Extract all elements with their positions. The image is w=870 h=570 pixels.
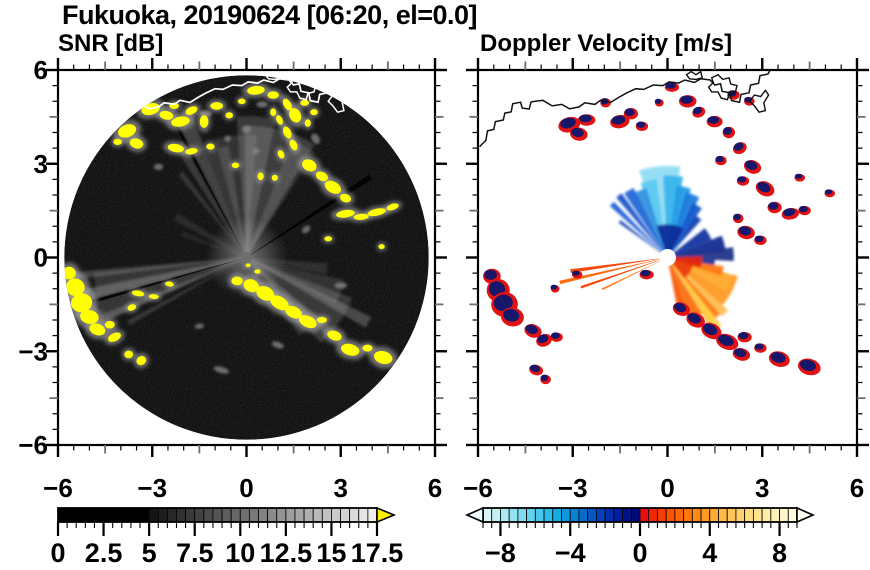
snr-panel-xtick-labels: −6 −3 0 3 6 [43, 473, 442, 503]
svg-text:−6: −6 [463, 473, 493, 503]
svg-text:15: 15 [316, 538, 346, 568]
velocity-map [479, 70, 836, 385]
svg-text:−8: −8 [485, 538, 516, 568]
velocity-fans [609, 165, 738, 332]
snr-colorbar-ticks [56, 522, 379, 536]
velocity-colorbar-labels: −8 −4 0 4 8 [485, 538, 787, 568]
velocity-colorbar-ticks [482, 522, 798, 536]
snr-echo-blobs [64, 85, 399, 366]
svg-text:0: 0 [34, 243, 48, 273]
svg-text:17.5: 17.5 [351, 538, 404, 568]
svg-text:3: 3 [34, 149, 48, 179]
velocity-echo-blobs [483, 82, 836, 385]
velocity-panel-title: Doppler Velocity [m/s] [480, 30, 733, 57]
snr-colorbar-over-arrow [376, 506, 397, 524]
snr-map [64, 75, 429, 440]
snr-panel-ticks [46, 58, 447, 457]
snr-colorbar-labels: 0 2.5 5 7.5 10 12.5 15 17.5 [50, 538, 403, 568]
velocity-panel-xtick-labels: −6 −3 0 3 6 [463, 473, 864, 503]
svg-text:0: 0 [632, 538, 647, 568]
velocity-colorbar-over-arrow [796, 506, 815, 524]
velocity-coastline [479, 70, 772, 148]
svg-text:−3: −3 [558, 473, 588, 503]
snr-colorbar: 0 2.5 5 7.5 10 12.5 15 17.5 [50, 506, 403, 568]
svg-text:6: 6 [850, 473, 864, 503]
svg-text:0: 0 [660, 473, 674, 503]
velocity-colorbar: −8 −4 0 4 8 [465, 506, 815, 568]
svg-text:−6: −6 [18, 430, 48, 460]
svg-text:7.5: 7.5 [176, 538, 214, 568]
snr-panel-axes: −6 −3 0 3 6 6 3 0 −3 −6 [18, 55, 447, 503]
svg-text:12.5: 12.5 [260, 538, 313, 568]
velocity-panel-ticks [466, 58, 869, 457]
velocity-streaks [559, 257, 668, 291]
svg-text:0: 0 [239, 473, 253, 503]
figure-title: Fukuoka, 20190624 [06:20, el=0.0] [62, 0, 478, 30]
svg-text:−3: −3 [18, 336, 48, 366]
svg-text:8: 8 [772, 538, 787, 568]
svg-text:6: 6 [34, 55, 48, 85]
velocity-radar-site-dot [658, 248, 677, 267]
svg-text:−4: −4 [555, 538, 586, 568]
snr-panel-title: SNR [dB] [58, 30, 164, 57]
svg-text:−3: −3 [137, 473, 167, 503]
svg-text:6: 6 [428, 473, 442, 503]
svg-text:4: 4 [702, 538, 717, 568]
svg-text:5: 5 [142, 538, 157, 568]
svg-text:3: 3 [334, 473, 348, 503]
snr-radar-site-dot [240, 251, 253, 264]
svg-text:−6: −6 [43, 473, 73, 503]
velocity-colorbar-under-arrow [465, 506, 484, 524]
velocity-panel-axes: −6 −3 0 3 6 [463, 58, 869, 503]
svg-text:0: 0 [50, 538, 65, 568]
snr-panel-ytick-labels: 6 3 0 −3 −6 [18, 55, 48, 460]
svg-text:3: 3 [755, 473, 769, 503]
svg-text:10: 10 [225, 538, 255, 568]
svg-text:2.5: 2.5 [85, 538, 123, 568]
